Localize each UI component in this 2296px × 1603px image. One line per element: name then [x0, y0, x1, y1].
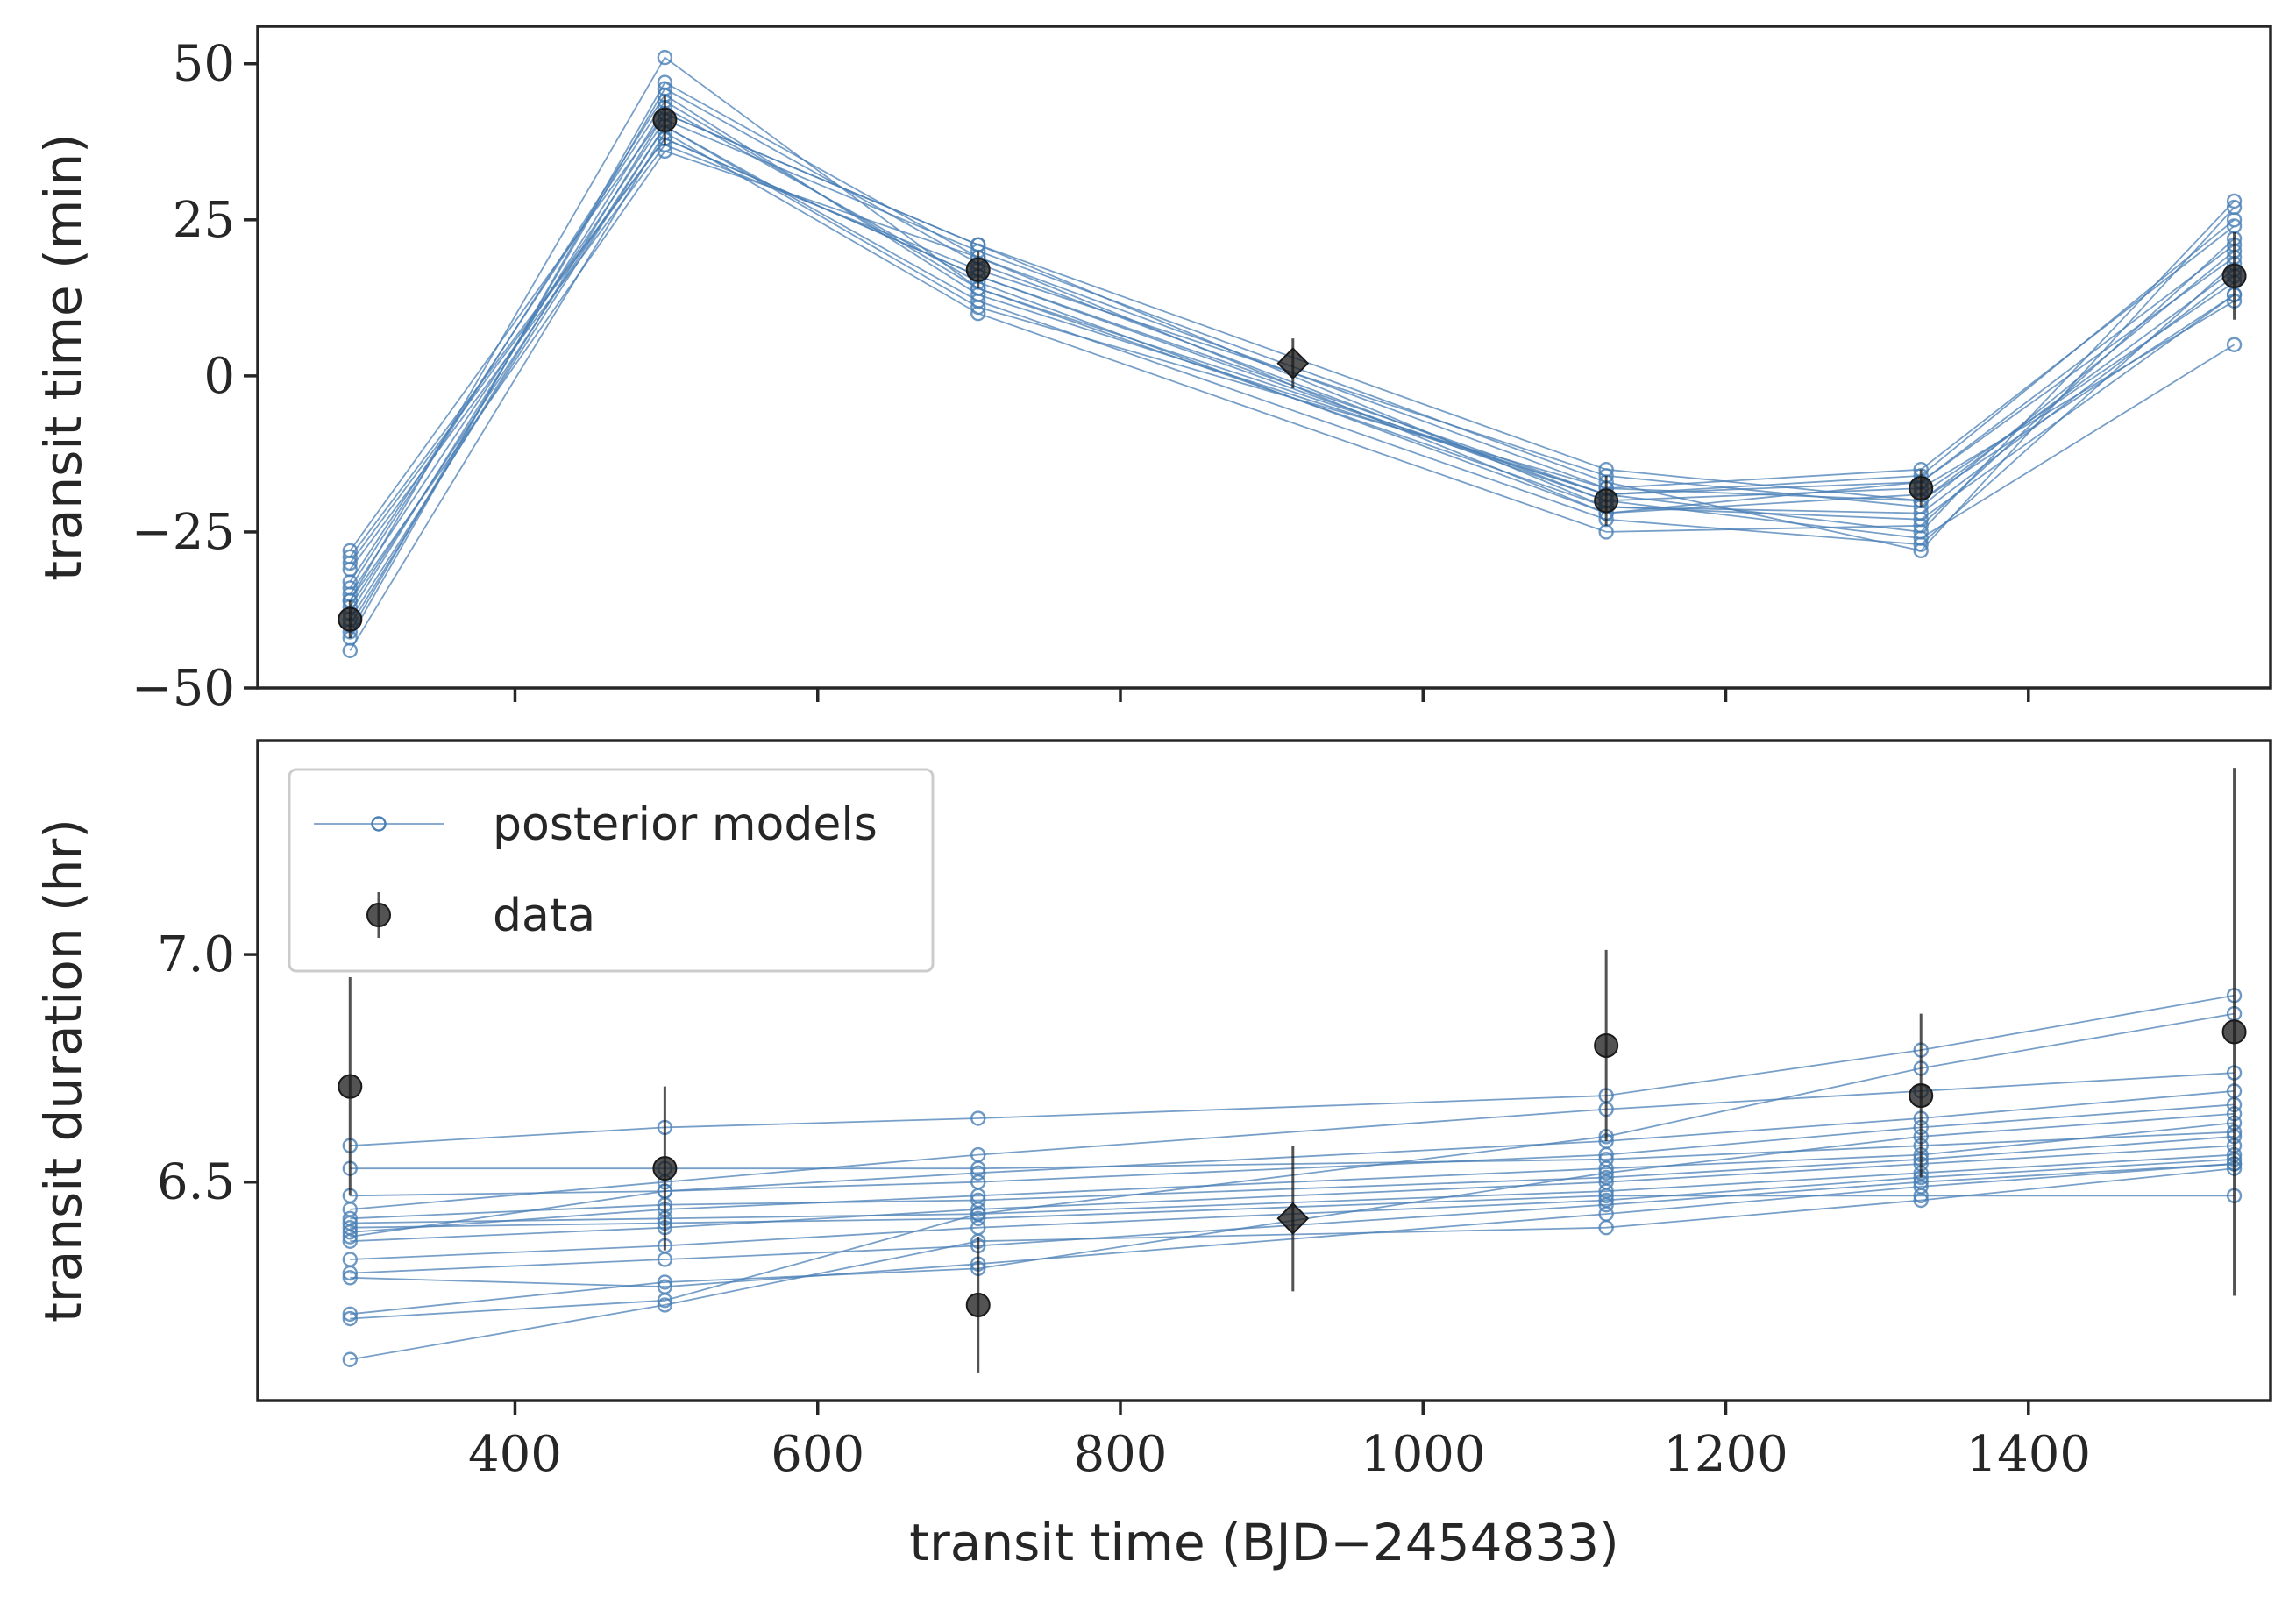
top-model-point — [2226, 193, 2243, 209]
top-model-point — [2226, 212, 2243, 228]
bot-data-point — [652, 1156, 678, 1181]
bottom-panel: 7.0 6.5 400 600 800 1000 1200 1400 transit dur… — [33, 739, 2272, 1572]
top-data-points — [338, 95, 2247, 639]
top-y-tick-label: 50 — [173, 36, 235, 93]
bot-model-point — [1598, 1165, 1614, 1181]
top-y-tick-label: −50 — [132, 660, 235, 717]
top-model-line-12 — [349, 124, 2236, 607]
bot-model-point — [342, 1265, 359, 1281]
top-model-point — [342, 549, 359, 565]
bot-model-point — [970, 1110, 986, 1126]
bot-y-tick-label: 6.5 — [157, 1154, 235, 1211]
top-data-point — [2221, 263, 2247, 288]
top-y-tick-label: 0 — [203, 348, 235, 405]
bot-model-point — [342, 1310, 359, 1327]
top-y-axis-label: transit time (min) — [33, 133, 93, 581]
bottom-y-ticks: 7.0 6.5 — [157, 926, 258, 1211]
top-data-point — [965, 257, 991, 282]
legend-data-swatch-marker — [366, 903, 391, 927]
bot-model-point — [1913, 1192, 1929, 1209]
bot-x-tick-label: 1200 — [1663, 1426, 1788, 1483]
top-x-ticks — [513, 688, 2030, 702]
top-data-point — [338, 606, 363, 632]
top-data-point — [652, 107, 678, 132]
bot-model-line-0 — [350, 994, 2235, 1147]
bot-y-tick-label: 7.0 — [157, 926, 235, 983]
bot-model-point — [657, 1274, 673, 1290]
top-data-point — [1909, 476, 1934, 501]
legend-label-model: posterior models — [493, 798, 878, 851]
top-model-point — [657, 74, 673, 90]
bot-data-point — [965, 1292, 991, 1317]
top-data-point-diamond — [1276, 347, 1310, 380]
top-model-point — [657, 49, 673, 66]
top-model-point — [1913, 524, 1929, 540]
top-y-tick-label: 25 — [173, 192, 235, 249]
bot-model-point — [342, 1270, 359, 1286]
top-model-lines — [342, 49, 2243, 658]
bot-model-point — [1598, 1219, 1614, 1236]
bot-x-tick-label: 800 — [1074, 1426, 1168, 1483]
bot-model-point — [342, 1306, 359, 1323]
top-model-line-10 — [349, 94, 2236, 589]
bottom-x-ticks: 400 600 800 1000 1200 1400 — [468, 1401, 2091, 1483]
bot-model-point — [970, 1165, 986, 1181]
bot-x-tick-label: 400 — [468, 1426, 562, 1483]
top-model-line-15 — [349, 56, 2236, 601]
bot-model-point — [342, 1224, 359, 1240]
bot-model-line-15 — [350, 1072, 2235, 1210]
top-panel: 50 25 0 −25 −50 transit time (min) — [33, 25, 2272, 717]
bot-x-tick-label: 1400 — [1966, 1426, 2092, 1483]
bot-model-point — [657, 1297, 673, 1313]
bot-model-point — [342, 1233, 359, 1249]
bot-model-point — [342, 1351, 359, 1367]
bottom-data-points — [338, 768, 2247, 1373]
bot-model-point — [970, 1210, 986, 1226]
top-y-ticks: 50 25 0 −25 −50 — [132, 36, 258, 717]
bot-model-point — [342, 1229, 359, 1245]
bottom-y-axis-label: transit duration (hr) — [33, 819, 93, 1323]
bottom-panel-frame — [256, 739, 2272, 1402]
bot-model-point — [1598, 1174, 1614, 1190]
legend-box — [288, 768, 935, 973]
bot-data-point — [2221, 1019, 2247, 1045]
bot-model-point — [657, 1293, 673, 1309]
bot-x-tick-label: 600 — [771, 1426, 864, 1483]
bot-model-point — [1598, 1196, 1614, 1213]
bot-model-point — [970, 1206, 986, 1222]
bot-model-point — [970, 1202, 986, 1217]
legend: posterior models data — [288, 768, 935, 973]
bot-data-point-diamond — [1276, 1202, 1310, 1235]
bot-x-tick-label: 1000 — [1361, 1426, 1486, 1483]
top-model-line-0 — [349, 112, 2236, 551]
top-data-point — [1594, 488, 1619, 514]
top-panel-frame — [256, 25, 2272, 690]
top-model-point — [2226, 337, 2243, 352]
bot-data-point — [1909, 1083, 1934, 1109]
bot-model-point — [657, 1252, 673, 1267]
top-model-point — [970, 299, 986, 316]
legend-label-data: data — [493, 890, 595, 942]
bot-data-point — [338, 1074, 363, 1099]
bottom-x-axis-label: transit time (BJD−2454833) — [909, 1513, 1619, 1572]
legend-model-swatch-marker — [371, 816, 387, 832]
bot-model-point — [342, 1202, 359, 1217]
top-y-tick-label: −25 — [132, 504, 235, 561]
bot-model-point — [970, 1146, 986, 1163]
bot-data-point — [1594, 1032, 1619, 1058]
